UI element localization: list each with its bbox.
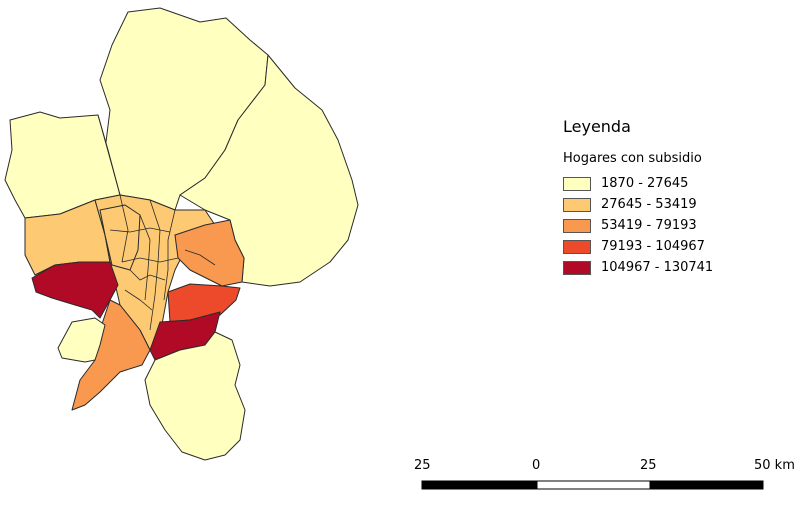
region-south-large (144, 331, 246, 461)
scale-seg-1 (421, 480, 538, 490)
region-southwest-dark (31, 261, 119, 319)
legend-swatch (563, 261, 591, 275)
legend-swatch (563, 198, 591, 212)
legend-label: 1870 - 27645 (601, 176, 689, 191)
scale-label: 50 km (754, 458, 795, 473)
legend-swatch (563, 219, 591, 233)
region-center-west (99, 204, 141, 271)
scale-label: 0 (532, 458, 541, 473)
internal-boundaries (97, 114, 216, 331)
scale-bar (421, 480, 764, 490)
legend-subtitle: Hogares con subsidio (563, 151, 702, 166)
legend-title: Leyenda (563, 117, 631, 136)
scale-seg-2 (536, 480, 651, 490)
legend-label: 104967 - 130741 (601, 260, 714, 275)
legend-swatch (563, 177, 591, 191)
scale-label: 25 (640, 458, 657, 473)
region-southwest-inset (57, 317, 106, 363)
scale-seg-3 (649, 480, 764, 490)
scale-label: 25 (414, 458, 431, 473)
legend-swatch (563, 240, 591, 254)
legend-label: 27645 - 53419 (601, 197, 697, 212)
map-regions (4, 7, 359, 461)
region-east-mid (174, 219, 245, 287)
legend-label: 53419 - 79193 (601, 218, 697, 233)
legend-label: 79193 - 104967 (601, 239, 705, 254)
